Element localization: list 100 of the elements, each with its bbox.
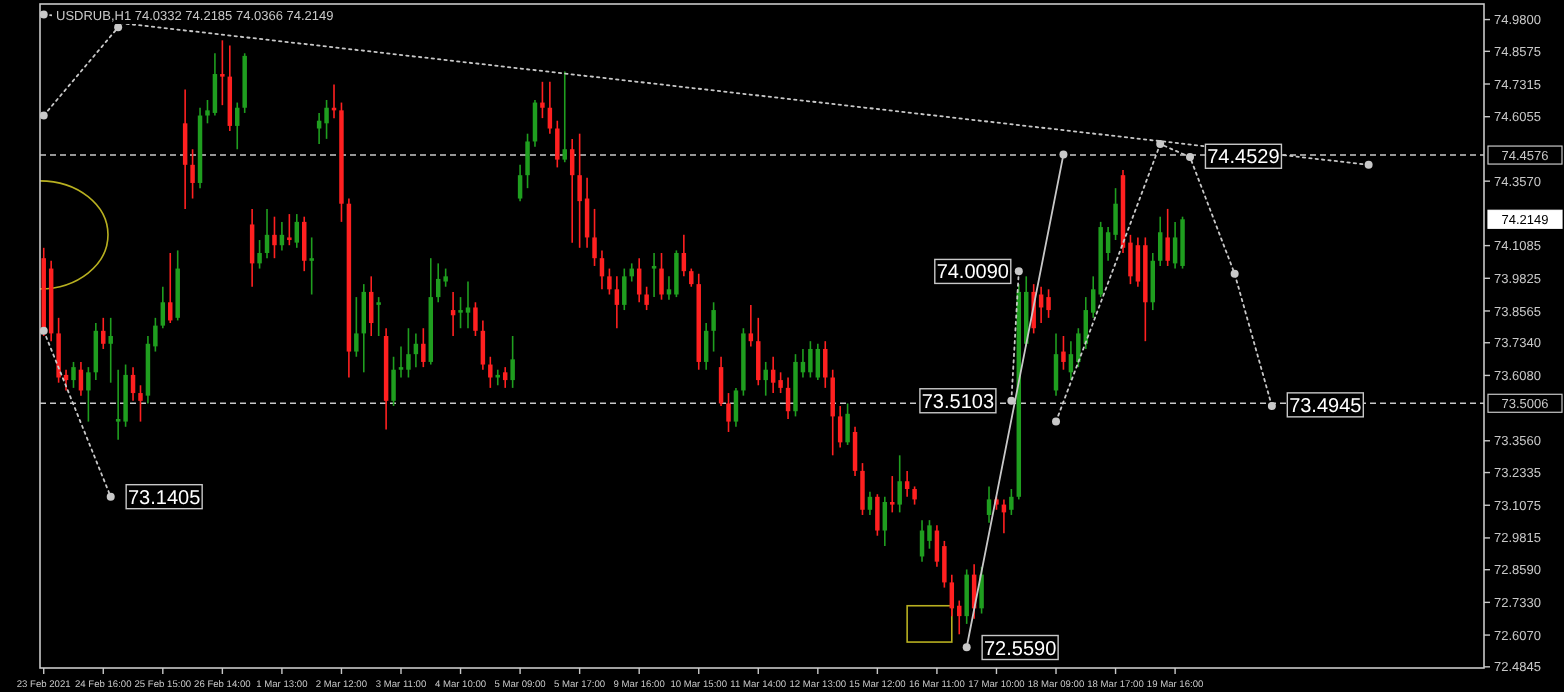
annotation: 73.4945: [1289, 395, 1363, 418]
candlestick: [294, 213, 300, 249]
candlestick: [540, 81, 545, 119]
annotation: 73.5103: [921, 391, 995, 414]
candlestick: [354, 296, 359, 358]
candlestick: [852, 425, 858, 477]
candlestick: [770, 355, 776, 394]
candlestick: [674, 249, 679, 298]
candlestick: [897, 454, 902, 514]
candlestick: [376, 296, 381, 337]
candlestick: [860, 462, 865, 516]
candlestick: [651, 252, 657, 298]
candlestick: [733, 387, 739, 428]
point: [114, 23, 123, 32]
annotation: 74.0090: [936, 262, 1010, 285]
candlestick: [458, 296, 463, 330]
candlestick: [904, 470, 910, 498]
candlestick: [257, 239, 262, 270]
candlestick: [986, 485, 992, 524]
candlestick: [421, 327, 426, 368]
candlestick: [659, 252, 664, 301]
candlestick: [592, 208, 597, 267]
candlestick: [607, 267, 612, 296]
candlestick: [845, 402, 850, 446]
candlestick: [867, 490, 873, 516]
candlestick: [502, 366, 508, 389]
candlestick: [815, 342, 821, 381]
candlestick: [756, 317, 761, 387]
candlestick: [636, 257, 642, 304]
candlestick: [86, 366, 91, 423]
candlestick: [220, 39, 225, 106]
candlestick: [726, 392, 731, 433]
point: [1156, 140, 1165, 149]
candlestick: [711, 301, 716, 353]
candlestick: [1009, 488, 1014, 516]
point: [1364, 160, 1373, 169]
candlestick: [949, 573, 955, 617]
candlestick: [488, 355, 493, 389]
candlestick: [272, 215, 277, 259]
candlestick: [480, 319, 486, 371]
annotation: 74.4529: [1207, 147, 1281, 170]
candlestick: [562, 70, 567, 164]
candlestick: [644, 285, 649, 311]
candlestick: [115, 368, 121, 441]
candlestick: [778, 371, 783, 394]
candlestick: [510, 335, 515, 389]
point: [1014, 267, 1023, 276]
candlestick: [123, 363, 128, 428]
candlestick: [249, 208, 255, 288]
candlestick: [324, 99, 329, 140]
candlestick: [465, 280, 471, 330]
candlestick: [1165, 208, 1170, 267]
candlestick: [473, 301, 478, 337]
candlestick: [927, 519, 932, 550]
candlestick: [138, 384, 143, 423]
candlestick: [577, 132, 582, 249]
candlestick: [517, 164, 523, 202]
candlestick: [101, 317, 106, 350]
candlestick: [890, 475, 895, 514]
point: [962, 643, 971, 652]
candlestick: [525, 132, 530, 189]
point: [40, 10, 48, 19]
candlestick: [391, 355, 396, 407]
candlestick: [495, 368, 500, 387]
candlestick: [912, 485, 917, 506]
candlestick: [182, 88, 188, 210]
point: [1267, 402, 1276, 411]
annotation: 72.5590: [983, 638, 1058, 661]
candlestick: [689, 267, 694, 288]
candlestick: [547, 81, 553, 135]
candlestick: [882, 496, 888, 547]
candlestick: [622, 267, 627, 311]
candlestick: [808, 340, 813, 379]
candlestick: [406, 327, 411, 379]
candlestick: [748, 304, 754, 348]
candlestick: [287, 213, 292, 247]
candlestick: [763, 361, 768, 397]
candlestick: [302, 215, 307, 272]
candlestick: [71, 361, 76, 389]
candlestick: [964, 568, 969, 625]
candlestick: [614, 275, 620, 330]
candlestick: [830, 368, 835, 457]
candlestick: [1046, 288, 1051, 319]
candlestick: [316, 112, 322, 145]
candlestick: [398, 345, 404, 379]
candlestick: [1172, 221, 1178, 270]
candlestick: [212, 52, 218, 117]
candlestick: [56, 317, 61, 384]
candlestick: [108, 317, 113, 384]
candlestick: [309, 236, 314, 296]
candlestick: [823, 340, 828, 389]
annotation: 73.1405: [128, 487, 202, 510]
candlestick: [1180, 215, 1185, 270]
point: [1052, 417, 1061, 426]
point: [40, 326, 48, 335]
point: [40, 111, 48, 120]
candlestick: [1061, 335, 1066, 371]
point: [1059, 150, 1068, 159]
candlestick: [160, 285, 166, 330]
candlestick: [190, 148, 195, 200]
